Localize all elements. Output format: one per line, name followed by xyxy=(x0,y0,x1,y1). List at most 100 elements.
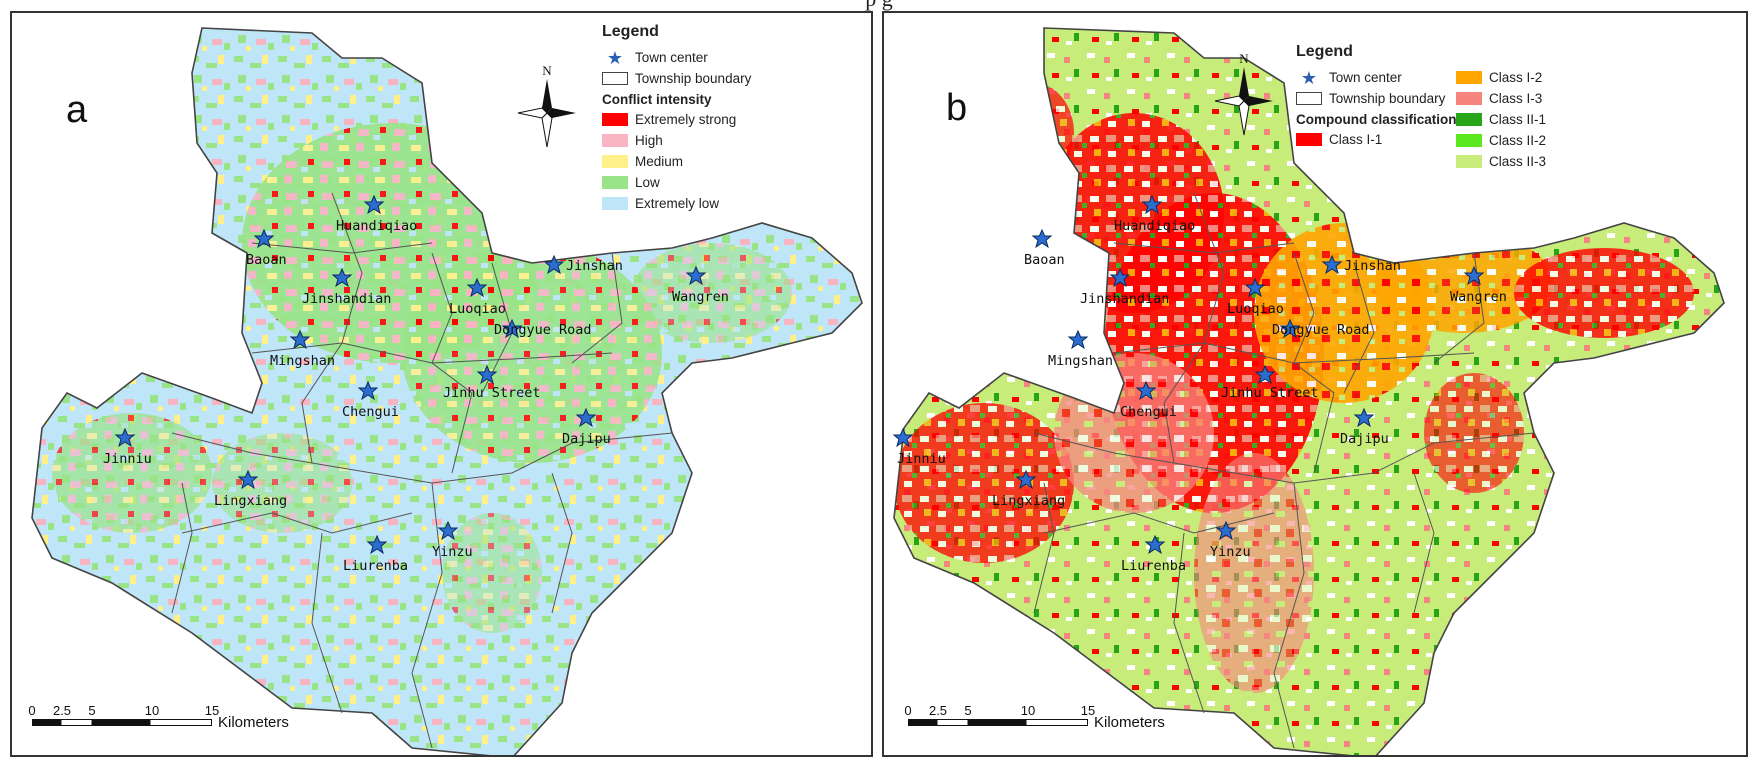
town-star-icon xyxy=(466,277,488,298)
figure-caption: p g xyxy=(0,0,1758,12)
scale-tick-label: 2.5 xyxy=(52,703,72,718)
color-swatch xyxy=(602,113,628,126)
legend-label: Class II-2 xyxy=(1489,133,1547,148)
color-swatch xyxy=(602,134,628,147)
town-label: Luoqiao xyxy=(1227,301,1284,317)
town-star-icon xyxy=(331,267,353,288)
legend-item-class: Extremely strong xyxy=(602,109,751,130)
town-star-icon xyxy=(1135,380,1157,401)
legend: Legend ★ Town center Township boundary Co… xyxy=(602,23,751,214)
town-star-icon xyxy=(114,427,136,448)
legend-label: Class I-2 xyxy=(1489,70,1543,85)
town-star-icon xyxy=(1244,277,1266,298)
town-star-icon xyxy=(1353,407,1375,428)
township-boundaries xyxy=(1033,192,1535,749)
town-star-icon xyxy=(253,228,275,249)
color-swatch xyxy=(602,176,628,189)
color-swatch xyxy=(602,197,628,210)
town-star-icon xyxy=(575,407,597,428)
town-label: Jinshan xyxy=(566,258,623,274)
town-star-icon xyxy=(289,329,311,350)
town-label: Yinzu xyxy=(1210,544,1251,560)
town-star-icon xyxy=(1321,254,1343,275)
north-arrow-icon: N xyxy=(1214,51,1273,136)
legend-label: Class II-1 xyxy=(1489,112,1547,127)
color-swatch xyxy=(1456,113,1482,126)
map-compound-classification: Huandiqiao Baoan Jinshan Wangren Jinshan… xyxy=(892,27,1725,755)
legend-item-town-center: ★ Town center xyxy=(1296,67,1457,88)
legend-item-class: Medium xyxy=(602,151,751,172)
scale-tick-label: 5 xyxy=(88,703,96,718)
town-label: Jinshandian xyxy=(302,291,391,307)
town-label: Dajipu xyxy=(562,431,611,447)
scale-tick-label: 15 xyxy=(1080,703,1096,718)
town-star-icon xyxy=(1463,265,1485,286)
town-label: Liurenba xyxy=(343,558,408,574)
scale-tick-label: 5 xyxy=(964,703,972,718)
legend-label: Extremely strong xyxy=(635,112,737,127)
legend-label: Class I-1 xyxy=(1329,132,1383,147)
town-label: Mingshan xyxy=(270,353,335,369)
legend-item-class: Class I-1 xyxy=(1296,129,1457,150)
town-center-markers: Huandiqiao Baoan Jinshan Wangren Jinshan… xyxy=(103,194,729,574)
scale-tick-label: 10 xyxy=(144,703,160,718)
boundary-swatch-icon xyxy=(1296,92,1322,105)
town-star-icon xyxy=(357,380,379,401)
legend-item-class: High xyxy=(602,130,751,151)
town-star-icon xyxy=(1141,194,1163,215)
scale-bar: 0 2.5 5 10 15 Kilometers xyxy=(28,703,288,731)
color-swatch xyxy=(1456,92,1482,105)
town-star-icon xyxy=(1015,469,1037,490)
scale-bar: 0 2.5 5 10 15 Kilometers xyxy=(904,703,1164,731)
legend-label: High xyxy=(635,133,663,148)
color-swatch xyxy=(1296,133,1322,146)
scale-tick-label: 15 xyxy=(204,703,220,718)
town-star-icon xyxy=(476,364,498,385)
star-icon: ★ xyxy=(1300,67,1318,88)
legend-label: Class II-3 xyxy=(1489,154,1547,169)
town-label: Jinshandian xyxy=(1080,291,1169,307)
town-star-icon xyxy=(1215,520,1237,541)
scale-tick-label: 0 xyxy=(28,703,36,718)
town-label: Yinzu xyxy=(432,544,473,560)
town-star-icon xyxy=(501,318,523,339)
town-star-icon xyxy=(543,254,565,275)
scale-unit: Kilometers xyxy=(218,714,289,731)
town-star-icon xyxy=(437,520,459,541)
color-swatch xyxy=(1456,134,1482,147)
legend-item-class: Class II-2 xyxy=(1456,130,1546,151)
legend: Legend ★ Town center Township boundary Co… xyxy=(1296,43,1457,150)
legend-label: Low xyxy=(635,175,660,190)
map-panel-a: Huandiqiao Baoan Jinshan Wangren Jinshan… xyxy=(10,11,873,757)
town-label: Dajipu xyxy=(1340,431,1389,447)
town-label: Dongyue Road xyxy=(1272,322,1370,338)
legend-column-2: Class I-2 Class I-3 Class II-1 Class II-… xyxy=(1456,67,1546,172)
town-label: Dongyue Road xyxy=(494,322,592,338)
legend-section-title: Compound classification xyxy=(1296,112,1457,127)
legend-label: Township boundary xyxy=(635,71,752,86)
legend-item-class: Class II-3 xyxy=(1456,151,1546,172)
town-label: Liurenba xyxy=(1121,558,1186,574)
north-label: N xyxy=(542,63,552,78)
town-label: Baoan xyxy=(1024,252,1065,268)
legend-label: Class I-3 xyxy=(1489,91,1543,106)
legend-item-class: Low xyxy=(602,172,751,193)
town-star-icon xyxy=(892,427,914,448)
color-swatch xyxy=(1456,155,1482,168)
town-label: Huandiqiao xyxy=(336,218,417,234)
legend-label: Town center xyxy=(1329,70,1402,85)
town-star-icon xyxy=(1144,534,1166,555)
town-center-markers: Huandiqiao Baoan Jinshan Wangren Jinshan… xyxy=(892,194,1507,574)
town-label: Jinniu xyxy=(103,451,152,467)
town-label: Jinniu xyxy=(897,451,946,467)
legend-label: Extremely low xyxy=(635,196,720,211)
town-star-icon xyxy=(1279,318,1301,339)
legend-item-class: Class I-2 xyxy=(1456,67,1546,88)
panel-letter: a xyxy=(66,89,88,131)
town-star-icon xyxy=(1031,228,1053,249)
legend-title: Legend xyxy=(1296,43,1353,60)
town-label: Mingshan xyxy=(1048,353,1113,369)
town-label: Lingxiang xyxy=(214,493,287,509)
town-label: Chengui xyxy=(1120,404,1177,420)
town-label: Jinshan xyxy=(1344,258,1401,274)
